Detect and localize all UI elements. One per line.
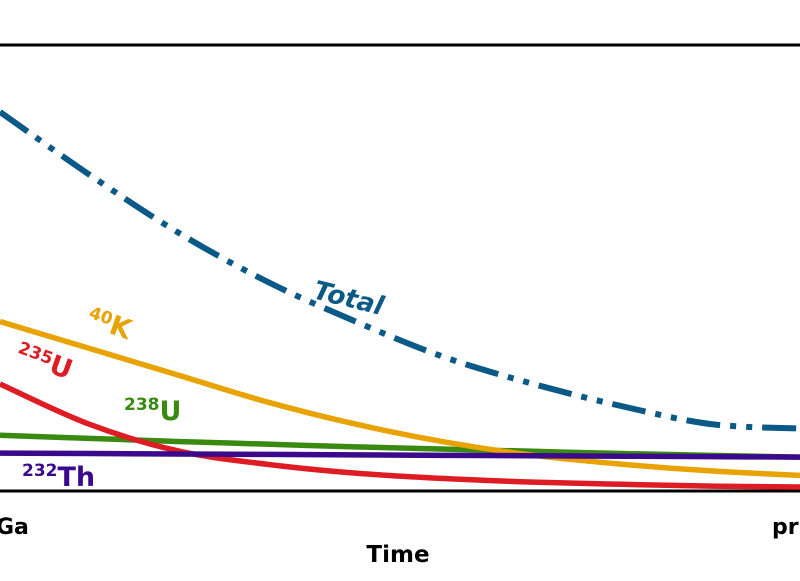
u238-label-sup: 238	[124, 395, 160, 415]
series-line-235u	[0, 381, 800, 490]
x-tick-label-left: Ga	[0, 515, 29, 540]
series-line-40k	[0, 318, 800, 479]
th232-label-base: Th	[58, 462, 96, 493]
x-tick-label-right: pr	[772, 515, 799, 540]
total-label: Total	[310, 276, 387, 323]
k40-label: 40K	[83, 302, 136, 346]
u235-label: 235U	[12, 337, 77, 386]
u238-label: 238U	[124, 395, 181, 427]
u238-label-base: U	[160, 396, 182, 427]
series-line-total	[0, 109, 800, 432]
x-axis-label: Time	[366, 542, 429, 568]
series-layer	[0, 109, 800, 490]
th232-label-sup: 232	[22, 461, 58, 481]
series-line-232th	[0, 450, 800, 460]
plot-frame	[0, 43, 800, 493]
th232-label: 232Th	[22, 461, 95, 493]
